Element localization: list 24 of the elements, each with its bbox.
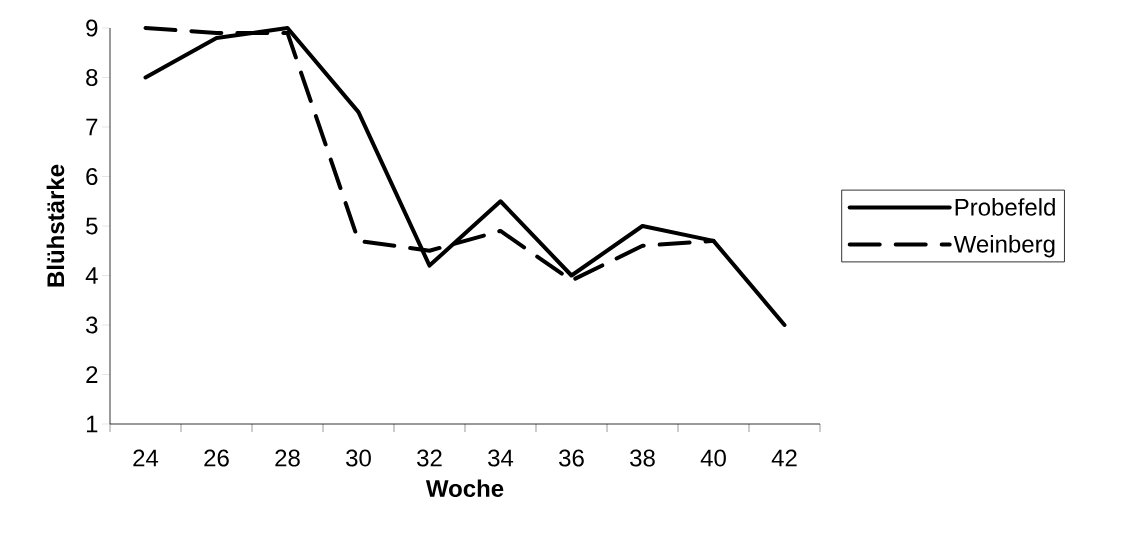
x-tick-label: 40 [700, 449, 726, 467]
legend-label: Probefeld [955, 198, 1055, 216]
x-tick-label: 28 [275, 449, 300, 467]
y-tick-label: 4 [85, 267, 98, 284]
y-tick-label: 7 [86, 118, 98, 136]
y-tick-label: 1 [86, 415, 98, 433]
x-tick-label: 32 [417, 449, 442, 467]
y-tick-label: 9 [86, 19, 98, 37]
legend-label: Weinberg [953, 235, 1055, 258]
y-tick-label: 8 [86, 69, 98, 86]
y-tick-label: 3 [86, 316, 98, 334]
x-tick-label: 38 [630, 449, 655, 467]
x-tick-label: 26 [204, 449, 229, 467]
x-tick-label: 42 [771, 449, 797, 467]
x-tick-label: 36 [559, 449, 584, 467]
x-tick-label: 24 [133, 449, 159, 467]
x-axis-title: Woche [425, 479, 504, 498]
x-tick-label: 30 [346, 449, 371, 467]
y-tick-label: 2 [86, 366, 98, 383]
y-axis-title: Blühstärke [46, 164, 65, 287]
y-tick-label: 5 [86, 217, 98, 235]
y-tick-label: 6 [86, 168, 98, 185]
line-series [143, 26, 787, 327]
x-tick-label: 34 [488, 449, 514, 467]
